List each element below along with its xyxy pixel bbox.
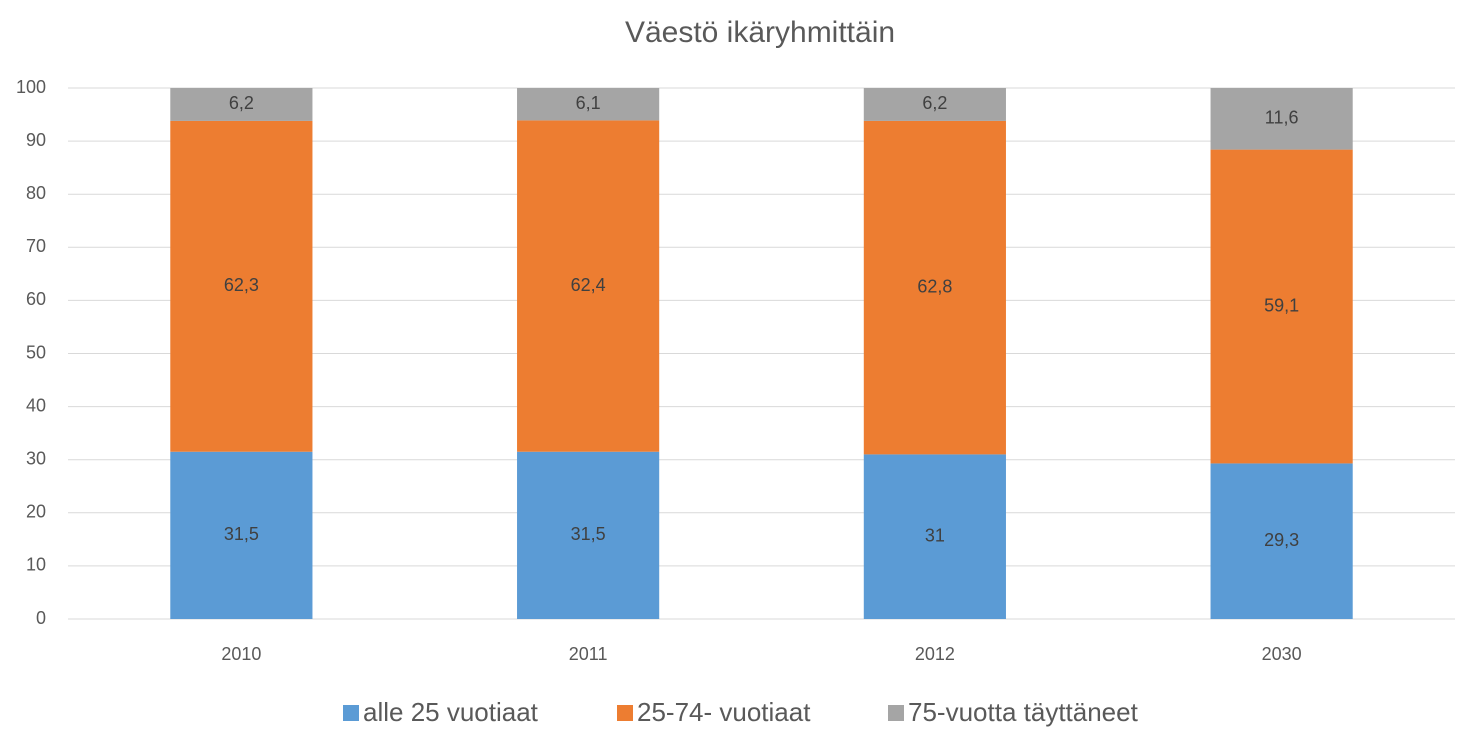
x-tick-label: 2010 bbox=[221, 644, 261, 664]
data-label: 11,6 bbox=[1265, 108, 1299, 128]
bar-segment bbox=[517, 451, 660, 619]
data-label: 6,2 bbox=[922, 93, 947, 113]
data-label: 6,2 bbox=[229, 93, 254, 113]
bar-segment bbox=[170, 451, 313, 619]
bar-segment bbox=[863, 454, 1006, 619]
x-tick-label: 2011 bbox=[569, 644, 608, 664]
bar-segment bbox=[863, 120, 1006, 455]
y-tick-label: 30 bbox=[26, 448, 46, 468]
data-label: 29,3 bbox=[1264, 530, 1299, 550]
y-tick-label: 80 bbox=[26, 183, 46, 203]
y-tick-label: 40 bbox=[26, 395, 46, 415]
bar-segment bbox=[863, 88, 1006, 121]
bar-segment bbox=[1210, 463, 1353, 619]
bar-segment bbox=[1210, 88, 1353, 150]
legend-label: alle 25 vuotiaat bbox=[363, 697, 539, 727]
data-label: 31 bbox=[925, 525, 945, 545]
data-label: 62,4 bbox=[571, 275, 606, 295]
x-tick-label: 2030 bbox=[1262, 644, 1302, 664]
y-tick-label: 50 bbox=[26, 342, 46, 362]
y-tick-label: 90 bbox=[26, 130, 46, 150]
legend-swatch bbox=[617, 705, 633, 721]
y-tick-label: 70 bbox=[26, 236, 46, 256]
data-label: 6,1 bbox=[576, 93, 601, 113]
legend-label: 75-vuotta täyttäneet bbox=[908, 697, 1139, 727]
bar-segment bbox=[170, 88, 313, 121]
chart-title: Väestö ikäryhmittäin bbox=[625, 16, 895, 49]
y-tick-label: 20 bbox=[26, 502, 46, 522]
y-tick-label: 0 bbox=[36, 608, 46, 628]
y-tick-label: 60 bbox=[26, 289, 46, 309]
y-tick-label: 10 bbox=[26, 555, 46, 575]
bar-segment bbox=[1210, 149, 1353, 464]
data-label: 31,5 bbox=[224, 524, 259, 544]
data-label: 59,1 bbox=[1264, 295, 1299, 315]
data-label: 62,8 bbox=[917, 276, 952, 296]
legend-label: 25-74- vuotiaat bbox=[637, 697, 811, 727]
legend-swatch bbox=[888, 705, 904, 721]
data-label: 62,3 bbox=[224, 275, 259, 295]
bar-segment bbox=[517, 88, 660, 121]
y-tick-label: 100 bbox=[16, 77, 46, 97]
bar-segment bbox=[170, 120, 313, 452]
data-label: 31,5 bbox=[571, 524, 606, 544]
bar-segment bbox=[517, 120, 660, 452]
legend-swatch bbox=[343, 705, 359, 721]
x-tick-label: 2012 bbox=[915, 644, 955, 664]
